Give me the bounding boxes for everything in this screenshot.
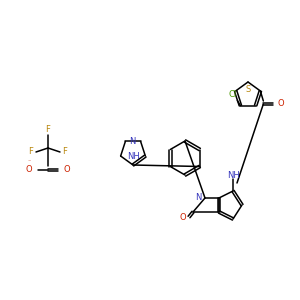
Text: F: F [46, 125, 50, 134]
Text: NH: NH [127, 152, 140, 160]
Text: S: S [245, 85, 250, 94]
Text: N: N [195, 193, 201, 202]
Text: F: F [63, 148, 68, 157]
Text: O: O [180, 212, 186, 221]
Text: O: O [64, 166, 70, 175]
Text: O: O [26, 166, 32, 175]
Text: F: F [28, 148, 33, 157]
Text: ⁻: ⁻ [27, 160, 31, 166]
Text: O: O [277, 100, 284, 109]
Text: NH: NH [226, 170, 239, 179]
Text: Cl: Cl [228, 90, 236, 99]
Text: N: N [129, 137, 136, 146]
